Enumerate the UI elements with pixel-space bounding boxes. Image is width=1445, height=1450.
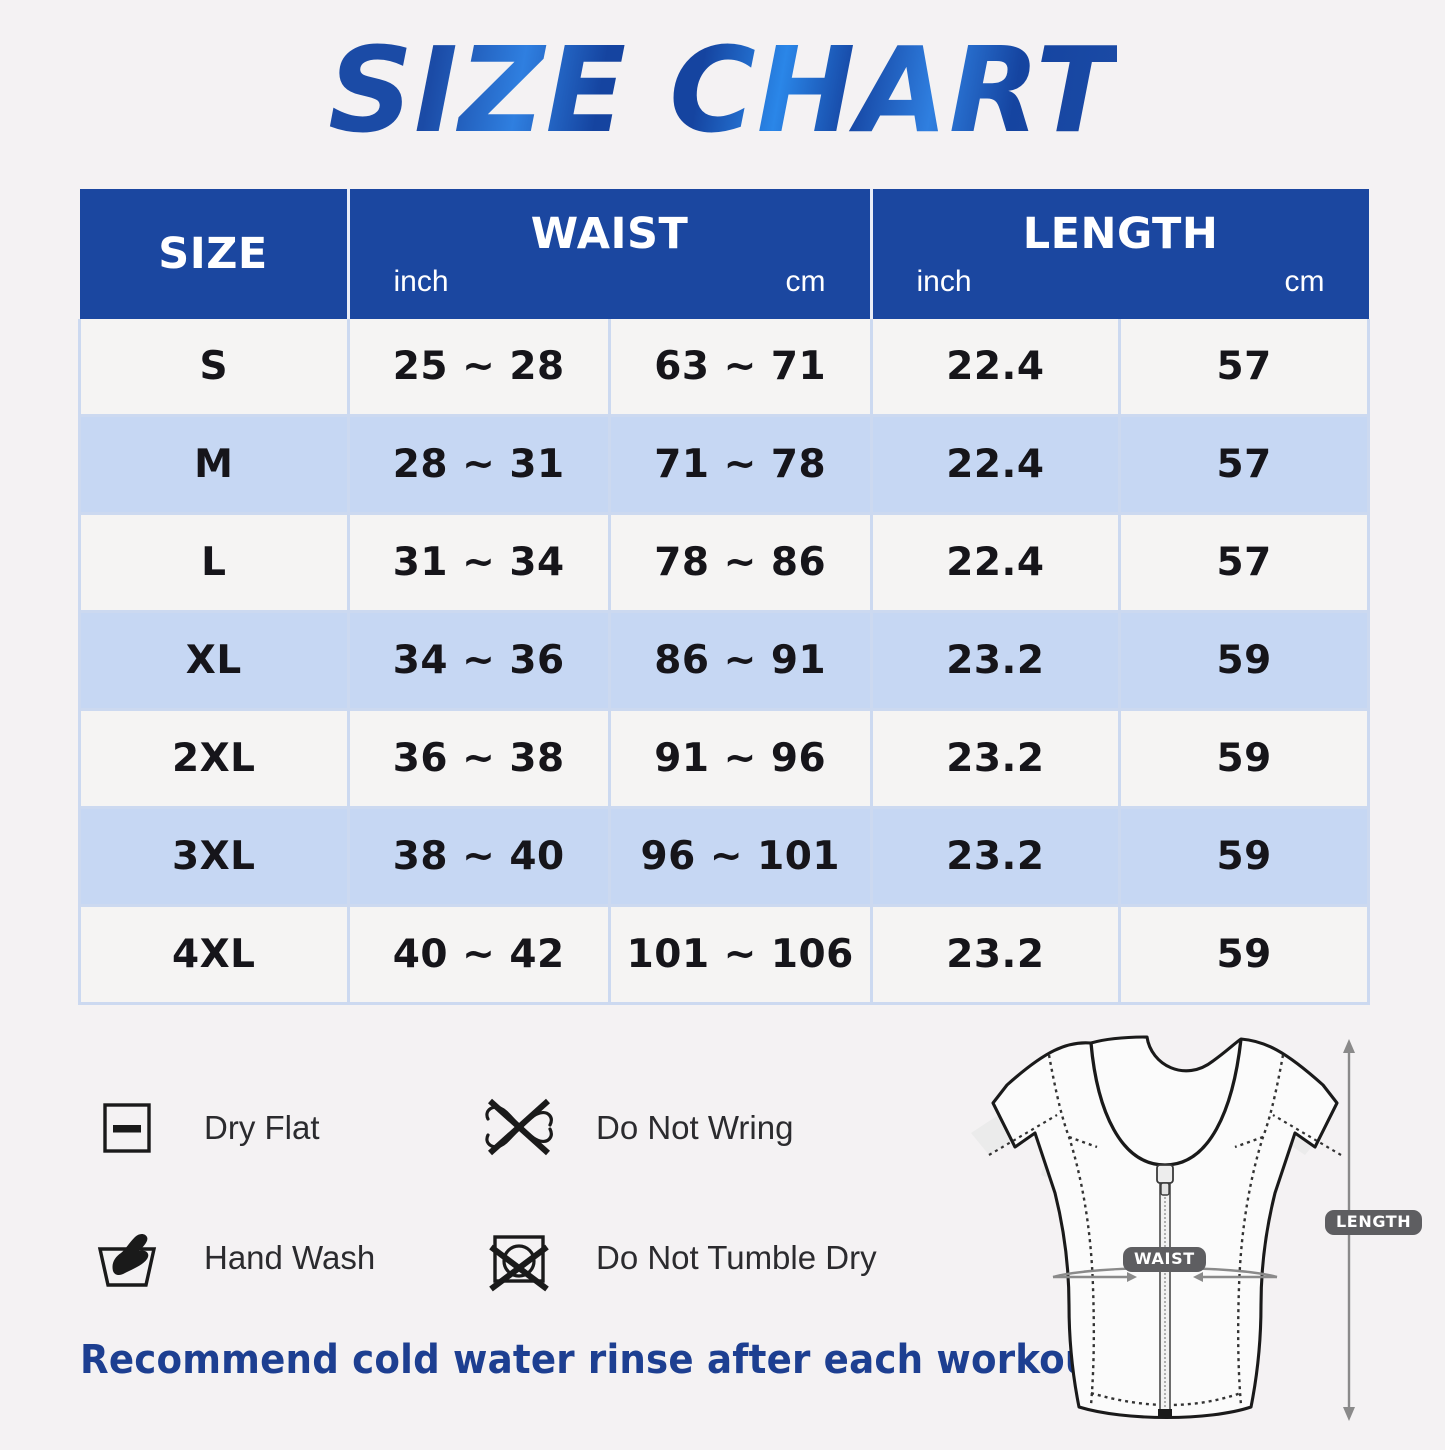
care-row-1: Dry Flat Do Not Wring xyxy=(88,1063,948,1193)
care-label-do-not-wring: Do Not Wring xyxy=(596,1109,794,1146)
cell-size: 2XL xyxy=(78,709,350,809)
cell-waist-cm: 78 ~ 86 xyxy=(609,513,873,613)
table-row: L 31 ~ 34 78 ~ 86 22.4 57 xyxy=(78,513,1370,613)
cell-length-inch: 22.4 xyxy=(871,319,1122,417)
cell-length-inch: 23.2 xyxy=(871,807,1122,907)
cell-length-inch: 22.4 xyxy=(871,415,1122,515)
cell-waist-inch: 36 ~ 38 xyxy=(348,709,611,809)
cell-waist-cm: 91 ~ 96 xyxy=(609,709,873,809)
care-instructions: Dry Flat Do Not Wring Hand W xyxy=(88,1063,948,1323)
cell-waist-inch: 38 ~ 40 xyxy=(348,807,611,907)
cell-size: L xyxy=(78,513,350,613)
cell-waist-cm: 101 ~ 106 xyxy=(609,905,873,1005)
table-row: 3XL 38 ~ 40 96 ~ 101 23.2 59 xyxy=(78,807,1370,907)
table-row: 2XL 36 ~ 38 91 ~ 96 23.2 59 xyxy=(78,709,1370,809)
cell-size: S xyxy=(78,319,350,417)
cell-waist-inch: 25 ~ 28 xyxy=(348,319,611,417)
table-row: 4XL 40 ~ 42 101 ~ 106 23.2 59 xyxy=(78,905,1370,1005)
length-measurement-label: LENGTH xyxy=(1325,1210,1423,1235)
cell-waist-inch: 34 ~ 36 xyxy=(348,611,611,711)
header-length-unit-cm: cm xyxy=(1284,265,1325,298)
cell-waist-cm: 96 ~ 101 xyxy=(609,807,873,907)
cell-length-cm: 57 xyxy=(1119,415,1370,515)
header-size: SIZE xyxy=(79,189,350,319)
cell-waist-cm: 63 ~ 71 xyxy=(609,319,873,417)
cell-size: XL xyxy=(78,611,350,711)
cell-length-inch: 23.2 xyxy=(871,611,1122,711)
cell-size: 4XL xyxy=(78,905,350,1005)
care-item-do-not-wring: Do Not Wring xyxy=(480,1089,793,1167)
table-body: S 25 ~ 28 63 ~ 71 22.4 57 M 28 ~ 31 71 ~… xyxy=(78,319,1370,1005)
header-length-label: LENGTH xyxy=(1022,209,1219,259)
cell-size: M xyxy=(78,415,350,515)
waist-measurement-label: WAIST xyxy=(1123,1247,1206,1272)
header-waist: WAIST inch cm xyxy=(348,189,873,319)
care-label-do-not-tumble-dry: Do Not Tumble Dry xyxy=(596,1239,877,1276)
cell-length-cm: 57 xyxy=(1119,513,1370,613)
hand-wash-icon xyxy=(88,1219,166,1297)
cell-length-cm: 59 xyxy=(1119,611,1370,711)
page-title: SIZE CHART xyxy=(328,18,1117,163)
header-size-label: SIZE xyxy=(158,229,268,279)
care-label-hand-wash: Hand Wash xyxy=(204,1239,376,1276)
care-item-hand-wash: Hand Wash xyxy=(88,1219,480,1297)
header-length: LENGTH inch cm xyxy=(871,189,1369,319)
cell-length-cm: 59 xyxy=(1119,807,1370,907)
table-row: XL 34 ~ 36 86 ~ 91 23.2 59 xyxy=(78,611,1370,711)
cell-size: 3XL xyxy=(78,807,350,907)
recommendation-note: Recommend cold water rinse after each wo… xyxy=(80,1337,1124,1383)
cell-length-cm: 59 xyxy=(1119,905,1370,1005)
cell-waist-inch: 31 ~ 34 xyxy=(348,513,611,613)
cell-length-cm: 59 xyxy=(1119,709,1370,809)
page-title-container: SIZE CHART xyxy=(0,18,1445,163)
cell-waist-cm: 86 ~ 91 xyxy=(609,611,873,711)
garment-diagram: WAIST LENGTH xyxy=(945,1025,1423,1445)
header-waist-unit-inch: inch xyxy=(393,265,449,298)
header-waist-unit-cm: cm xyxy=(785,265,826,298)
cell-waist-cm: 71 ~ 78 xyxy=(609,415,873,515)
do-not-wring-icon xyxy=(480,1089,558,1167)
header-waist-label: WAIST xyxy=(530,209,689,259)
cell-waist-inch: 40 ~ 42 xyxy=(348,905,611,1005)
cell-length-inch: 23.2 xyxy=(871,709,1122,809)
care-label-dry-flat: Dry Flat xyxy=(204,1109,320,1146)
care-item-do-not-tumble-dry: Do Not Tumble Dry xyxy=(480,1219,877,1297)
header-length-unit-inch: inch xyxy=(916,265,972,298)
header-waist-units: inch cm xyxy=(350,259,870,299)
care-row-2: Hand Wash Do Not Tumble Dry xyxy=(88,1193,948,1323)
care-item-dry-flat: Dry Flat xyxy=(88,1089,480,1167)
header-length-units: inch cm xyxy=(873,259,1369,299)
table-row: M 28 ~ 31 71 ~ 78 22.4 57 xyxy=(78,415,1370,515)
do-not-tumble-dry-icon xyxy=(480,1219,558,1297)
cell-waist-inch: 28 ~ 31 xyxy=(348,415,611,515)
garment-illustration xyxy=(971,1035,1355,1421)
dry-flat-icon xyxy=(88,1089,166,1167)
table-header-row: SIZE WAIST inch cm LENGTH inch cm xyxy=(79,189,1369,319)
cell-length-inch: 23.2 xyxy=(871,905,1122,1005)
size-chart-table: SIZE WAIST inch cm LENGTH inch cm S 25 ~… xyxy=(78,189,1370,1005)
cell-length-cm: 57 xyxy=(1119,319,1370,417)
table-row: S 25 ~ 28 63 ~ 71 22.4 57 xyxy=(78,319,1370,417)
table-header: SIZE WAIST inch cm LENGTH inch cm xyxy=(79,189,1369,319)
cell-length-inch: 22.4 xyxy=(871,513,1122,613)
